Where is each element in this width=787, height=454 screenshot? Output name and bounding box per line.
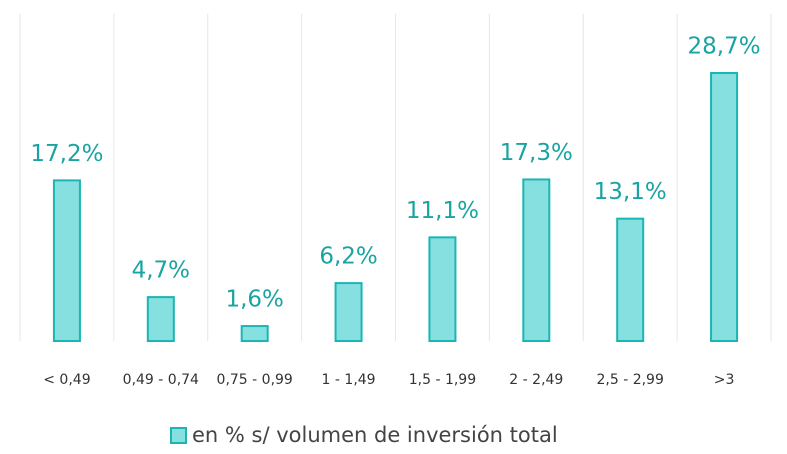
bar xyxy=(240,325,269,343)
bar xyxy=(428,236,457,342)
bar xyxy=(146,296,175,343)
x-tick-label: 0,75 - 0,99 xyxy=(217,372,293,388)
bar xyxy=(616,217,645,342)
bar xyxy=(52,179,81,342)
legend-label: en % s/ volumen de inversión total xyxy=(192,423,558,447)
x-tick-label: 0,49 - 0,74 xyxy=(123,372,199,388)
value-label: 17,2% xyxy=(30,141,103,167)
x-tick-label: >3 xyxy=(714,372,735,388)
bar xyxy=(334,282,363,342)
value-label: 11,1% xyxy=(406,198,479,224)
value-label: 28,7% xyxy=(688,34,761,60)
bar xyxy=(522,178,551,342)
bar xyxy=(710,72,739,342)
value-label: 6,2% xyxy=(319,244,377,270)
value-label: 4,7% xyxy=(132,258,190,284)
x-tick-label: 1,5 - 1,99 xyxy=(409,372,476,388)
x-tick-label: 2,5 - 2,99 xyxy=(596,372,663,388)
value-label: 17,3% xyxy=(500,140,573,166)
value-label: 1,6% xyxy=(225,287,283,313)
x-tick-label: 1 - 1,49 xyxy=(322,372,376,388)
legend-swatch xyxy=(170,427,187,444)
x-tick-label: 2 - 2,49 xyxy=(509,372,563,388)
value-label: 13,1% xyxy=(594,179,667,205)
x-tick-label: < 0,49 xyxy=(43,372,90,388)
